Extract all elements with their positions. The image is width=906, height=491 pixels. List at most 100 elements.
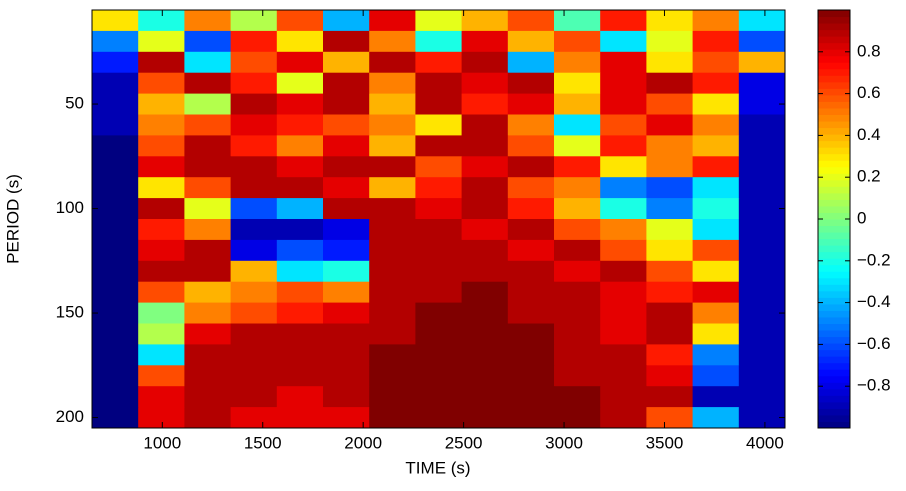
colorbar-swatch [818, 245, 850, 253]
heat-cell [738, 239, 786, 262]
heat-cell [138, 114, 185, 136]
heat-cell [507, 177, 555, 199]
colorbar-swatch [818, 134, 850, 142]
colorbar-swatch [818, 336, 850, 344]
heat-cell [276, 156, 324, 178]
colorbar-swatch [818, 107, 850, 115]
heat-cell [738, 219, 786, 241]
heat-cell [369, 219, 416, 241]
colorbar-swatch [818, 121, 850, 129]
heat-cell [646, 219, 694, 241]
colorbar-swatch [818, 382, 850, 390]
heat-cell [461, 51, 509, 74]
heat-cell [276, 51, 324, 74]
heat-cell [692, 51, 740, 74]
heat-cell [600, 386, 647, 408]
heat-cell [323, 51, 370, 74]
heat-cell [184, 302, 232, 324]
heat-cell [92, 323, 139, 345]
heat-cell [230, 239, 278, 262]
heat-cell [554, 323, 601, 345]
heat-cell [276, 344, 324, 366]
heat-cell [507, 260, 555, 283]
heat-cell [461, 260, 509, 283]
heat-cell [276, 135, 324, 157]
heat-cell [184, 198, 232, 220]
colorbar-swatch [818, 349, 850, 357]
colorbar-swatch [818, 343, 850, 351]
colorbar-tick-label: 0.2 [857, 167, 881, 186]
heat-cell [738, 323, 786, 345]
heat-cell [415, 93, 463, 115]
colorbar-swatch [818, 212, 850, 220]
colorbar-swatch [818, 395, 850, 403]
y-tick-label: 100 [56, 198, 84, 217]
heat-cell [692, 281, 740, 304]
heat-cell [554, 72, 601, 95]
colorbar-swatch [818, 316, 850, 324]
heat-cell [600, 198, 647, 220]
colorbar-swatch [818, 49, 850, 57]
colorbar-swatch [818, 179, 850, 187]
heat-cell [461, 177, 509, 199]
heat-cell [92, 239, 139, 262]
heat-cell [184, 407, 232, 429]
heat-cell [230, 93, 278, 115]
heat-cell [600, 323, 647, 345]
heat-cell [369, 365, 416, 387]
heat-cell [276, 93, 324, 115]
heat-cell [692, 93, 740, 115]
heat-cell [230, 114, 278, 136]
heat-cell [507, 51, 555, 74]
heat-cell [507, 156, 555, 178]
heat-cell [600, 219, 647, 241]
heat-cell [369, 51, 416, 74]
colorbar-swatch [818, 101, 850, 109]
y-tick-label: 150 [56, 303, 84, 322]
heat-cell [461, 114, 509, 136]
colorbar-swatch [818, 232, 850, 240]
heat-cell [461, 219, 509, 241]
colorbar-swatch [818, 284, 850, 292]
heat-cell [92, 30, 139, 53]
heat-cell [738, 135, 786, 157]
heat-cell [369, 281, 416, 304]
heat-cell [415, 114, 463, 136]
heat-cell [554, 114, 601, 136]
heat-cell [92, 407, 139, 429]
heat-cell [646, 344, 694, 366]
heat-cell [600, 239, 647, 262]
heat-cell [461, 239, 509, 262]
heat-cell [369, 323, 416, 345]
colorbar-swatch [818, 356, 850, 364]
heat-cell [323, 30, 370, 53]
colorbar-tick-label: 0.8 [857, 41, 881, 60]
heat-cell [92, 386, 139, 408]
colorbar-swatch [818, 251, 850, 259]
heat-cell [230, 219, 278, 241]
heat-cell [600, 407, 647, 429]
heat-cell [323, 198, 370, 220]
heat-cell [646, 198, 694, 220]
heat-cell [92, 219, 139, 241]
heat-cell [507, 323, 555, 345]
heat-cell [554, 10, 601, 32]
heat-cell [276, 407, 324, 429]
heat-cell [646, 51, 694, 74]
heat-cell [415, 407, 463, 429]
heat-cell [461, 135, 509, 157]
colorbar-swatch [818, 271, 850, 279]
heat-cell [692, 30, 740, 53]
heat-cell [646, 323, 694, 345]
heat-cell [92, 281, 139, 304]
heat-cell [369, 260, 416, 283]
heat-cell [646, 10, 694, 32]
colorbar-swatch [818, 88, 850, 96]
heat-cell [276, 281, 324, 304]
heat-cell [323, 93, 370, 115]
colorbar-tick-label: 0.6 [857, 83, 881, 102]
heat-cell [230, 135, 278, 157]
heat-cell [369, 198, 416, 220]
heat-cell [184, 135, 232, 157]
heat-cell [554, 177, 601, 199]
